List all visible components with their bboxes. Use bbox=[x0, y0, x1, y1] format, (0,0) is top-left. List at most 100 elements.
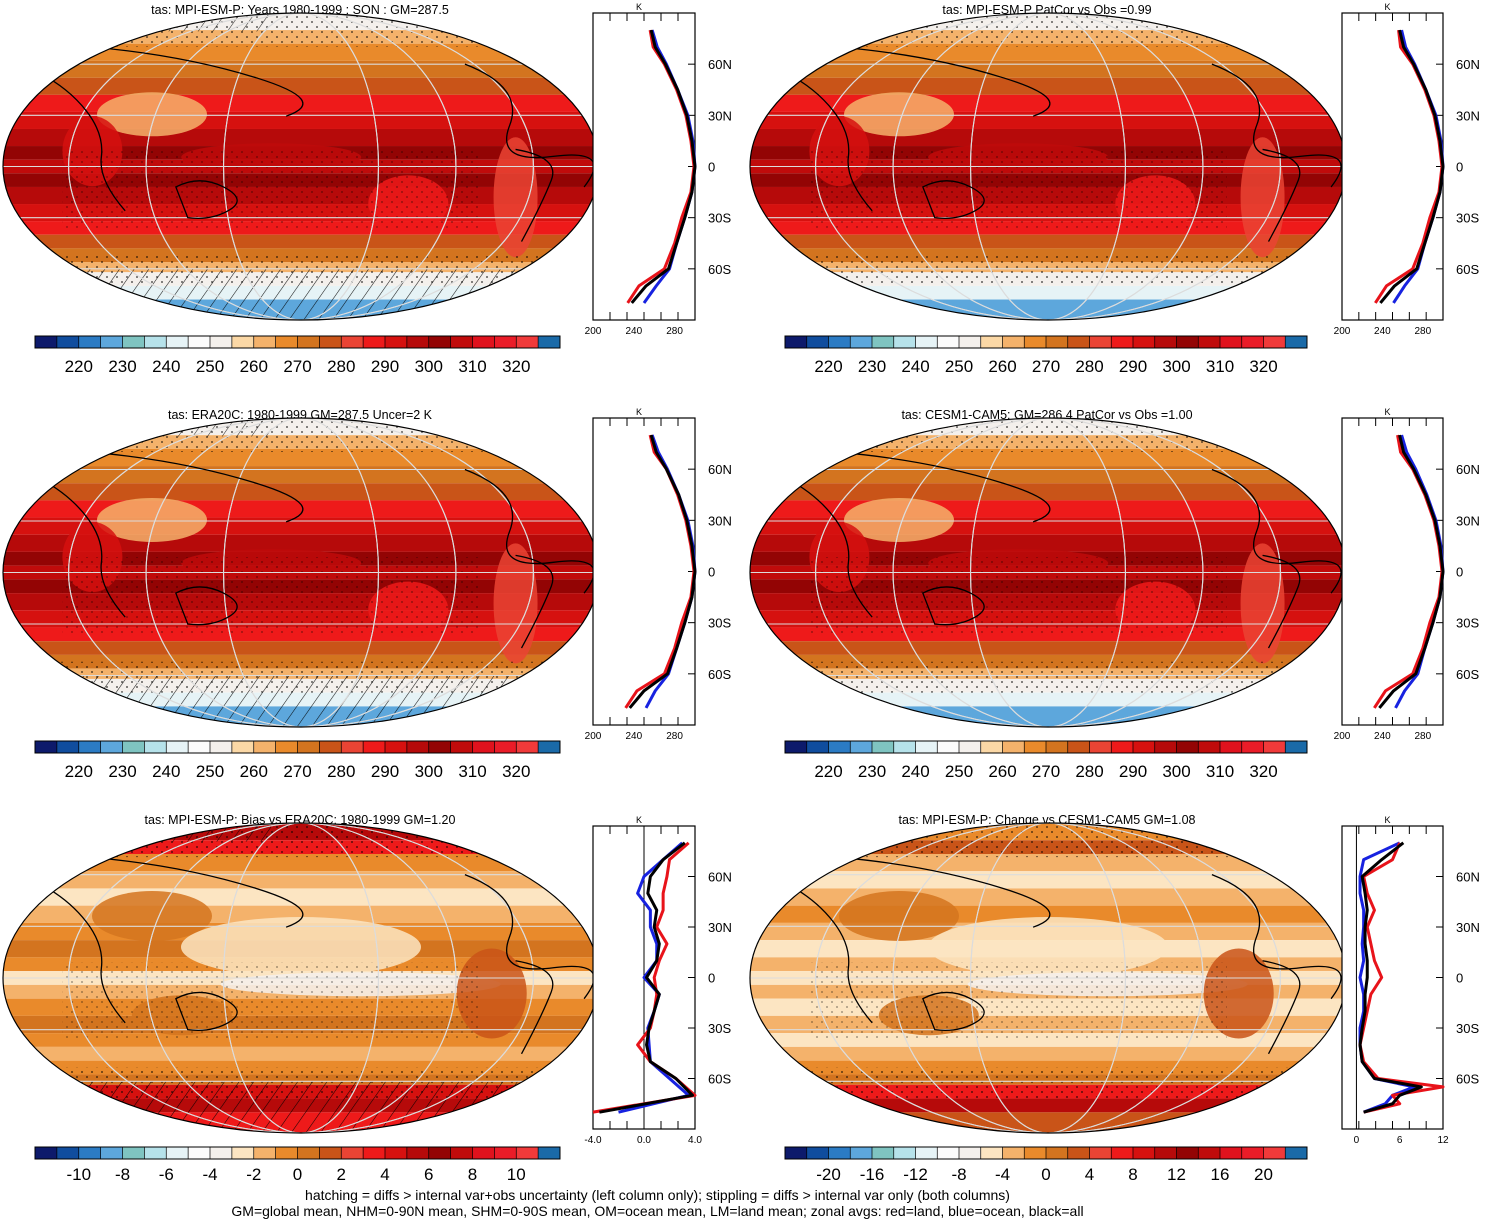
graticule-lon bbox=[815, 418, 1281, 727]
colorbar-swatch bbox=[1002, 1147, 1025, 1159]
colorbar-swatch bbox=[188, 741, 211, 753]
colorbar-swatch bbox=[980, 741, 1003, 753]
colorbar-swatch bbox=[1133, 336, 1156, 348]
colorbar-swatch bbox=[1046, 1147, 1069, 1159]
colorbar-swatch bbox=[850, 741, 873, 753]
colorbar-label: 230 bbox=[108, 357, 136, 376]
colorbar-swatch bbox=[363, 1147, 386, 1159]
colorbar-label: 320 bbox=[502, 357, 530, 376]
colorbar-swatch bbox=[1046, 741, 1069, 753]
colorbar-swatch bbox=[56, 336, 80, 348]
colorbar: 220 230 240 250 260 270 280 290 300 310 320 bbox=[34, 335, 561, 376]
zonal-lat-label: 0 bbox=[708, 971, 715, 986]
map-band bbox=[750, 871, 1346, 889]
colorbar-label: 8 bbox=[1128, 1165, 1137, 1184]
coastline bbox=[92, 856, 304, 928]
colorbar-label: 290 bbox=[371, 357, 399, 376]
colorbar-swatch bbox=[231, 1147, 255, 1159]
coastline bbox=[464, 468, 595, 594]
colorbar-swatch bbox=[1111, 741, 1134, 753]
zonal-lat-label: 0 bbox=[1456, 971, 1463, 986]
colorbar-swatch bbox=[1198, 336, 1221, 348]
colorbar-label: 250 bbox=[945, 357, 973, 376]
colorbar-label: 280 bbox=[1075, 762, 1103, 781]
colorbar-swatch bbox=[1241, 741, 1264, 753]
colorbar-swatch bbox=[78, 1147, 101, 1159]
graticule-lon bbox=[892, 418, 1204, 727]
stippling bbox=[809, 962, 1227, 1040]
coastline bbox=[785, 72, 873, 212]
zonal-xtick-label: 280 bbox=[1414, 731, 1431, 742]
zonal-mean-plot: K 200 240 280 60N 30N 0 30S 60S bbox=[1334, 2, 1480, 337]
colorbar-swatch bbox=[806, 741, 829, 753]
map-band bbox=[3, 43, 599, 61]
footnote-line-1: hatching = diffs > internal var+obs unce… bbox=[305, 1187, 1010, 1203]
colorbar-label: 12 bbox=[1167, 1165, 1186, 1184]
colorbar-swatch bbox=[253, 336, 276, 348]
colorbar-label: 6 bbox=[424, 1165, 433, 1184]
colorbar-swatch bbox=[210, 1147, 233, 1159]
colorbar-swatch bbox=[319, 336, 342, 348]
map-band bbox=[750, 60, 1346, 78]
colorbar-label: 270 bbox=[1032, 762, 1060, 781]
zonal-lat-label: 60S bbox=[708, 1072, 731, 1087]
colorbar-swatch bbox=[806, 336, 829, 348]
zonal-unit-label: K bbox=[1384, 815, 1390, 825]
colorbar-label: 270 bbox=[1032, 357, 1060, 376]
map-band bbox=[3, 466, 599, 484]
zonal-lat-label: 60S bbox=[708, 667, 731, 682]
colorbar-swatch bbox=[210, 741, 233, 753]
hatching bbox=[3, 1081, 599, 1133]
zonal-lat-label: 0 bbox=[1456, 160, 1463, 175]
colorbar-swatch bbox=[1024, 741, 1047, 753]
colorbar-swatch bbox=[1133, 1147, 1156, 1159]
colorbar-swatch bbox=[1067, 336, 1090, 348]
stippling bbox=[750, 661, 1346, 693]
graticule-lon bbox=[68, 13, 534, 320]
zonal-lat-label: 60S bbox=[708, 262, 731, 277]
coastline bbox=[785, 477, 873, 618]
coastline bbox=[515, 960, 554, 1055]
zonal-xtick-label: 240 bbox=[625, 326, 642, 337]
colorbar-label: 240 bbox=[152, 762, 180, 781]
graticule-lon bbox=[892, 823, 1204, 1133]
stippling bbox=[62, 962, 480, 1040]
colorbar-swatch bbox=[1133, 741, 1156, 753]
coastline bbox=[1262, 148, 1301, 242]
colorbar-swatch bbox=[494, 336, 517, 348]
zonal-lat-label: 0 bbox=[1456, 565, 1463, 580]
colorbar-label: 310 bbox=[458, 357, 486, 376]
zonal-lat-label: 30N bbox=[1456, 108, 1480, 123]
zonal-lat-label: 30S bbox=[1456, 616, 1479, 631]
colorbar-swatch bbox=[1089, 1147, 1112, 1159]
colorbar-swatch bbox=[959, 741, 982, 753]
colorbar-label: 290 bbox=[371, 762, 399, 781]
zonal-all-line bbox=[599, 841, 694, 1114]
colorbar-swatch bbox=[893, 1147, 916, 1159]
map-band bbox=[750, 692, 1346, 707]
colorbar-swatch bbox=[78, 336, 101, 348]
colorbar-swatch bbox=[1285, 1147, 1308, 1159]
map-band bbox=[3, 60, 599, 78]
colorbar-label: -12 bbox=[903, 1165, 928, 1184]
colorbar-swatch bbox=[538, 741, 561, 753]
colorbar-swatch bbox=[1220, 336, 1243, 348]
colorbar-swatch bbox=[937, 741, 960, 753]
colorbar-swatch bbox=[915, 741, 938, 753]
colorbar-swatch bbox=[1176, 741, 1199, 753]
colorbar-swatch bbox=[785, 741, 808, 753]
colorbar-label: 230 bbox=[858, 357, 886, 376]
colorbar-swatch bbox=[1241, 1147, 1264, 1159]
zonal-lat-label: 30N bbox=[708, 108, 732, 123]
colorbar-swatch bbox=[1176, 1147, 1199, 1159]
colorbar-swatch bbox=[472, 336, 495, 348]
zonal-lat-label: 60N bbox=[1456, 870, 1480, 885]
zonal-unit-label: K bbox=[636, 2, 642, 12]
zonal-mean-plot: K 200 240 280 60N 30N 0 30S 60S bbox=[1334, 407, 1480, 742]
zonal-unit-label: K bbox=[636, 407, 642, 417]
colorbar-label: 240 bbox=[152, 357, 180, 376]
colorbar-swatch bbox=[1285, 336, 1308, 348]
map-band bbox=[750, 285, 1346, 300]
zonal-xtick-label: 240 bbox=[1374, 326, 1391, 337]
